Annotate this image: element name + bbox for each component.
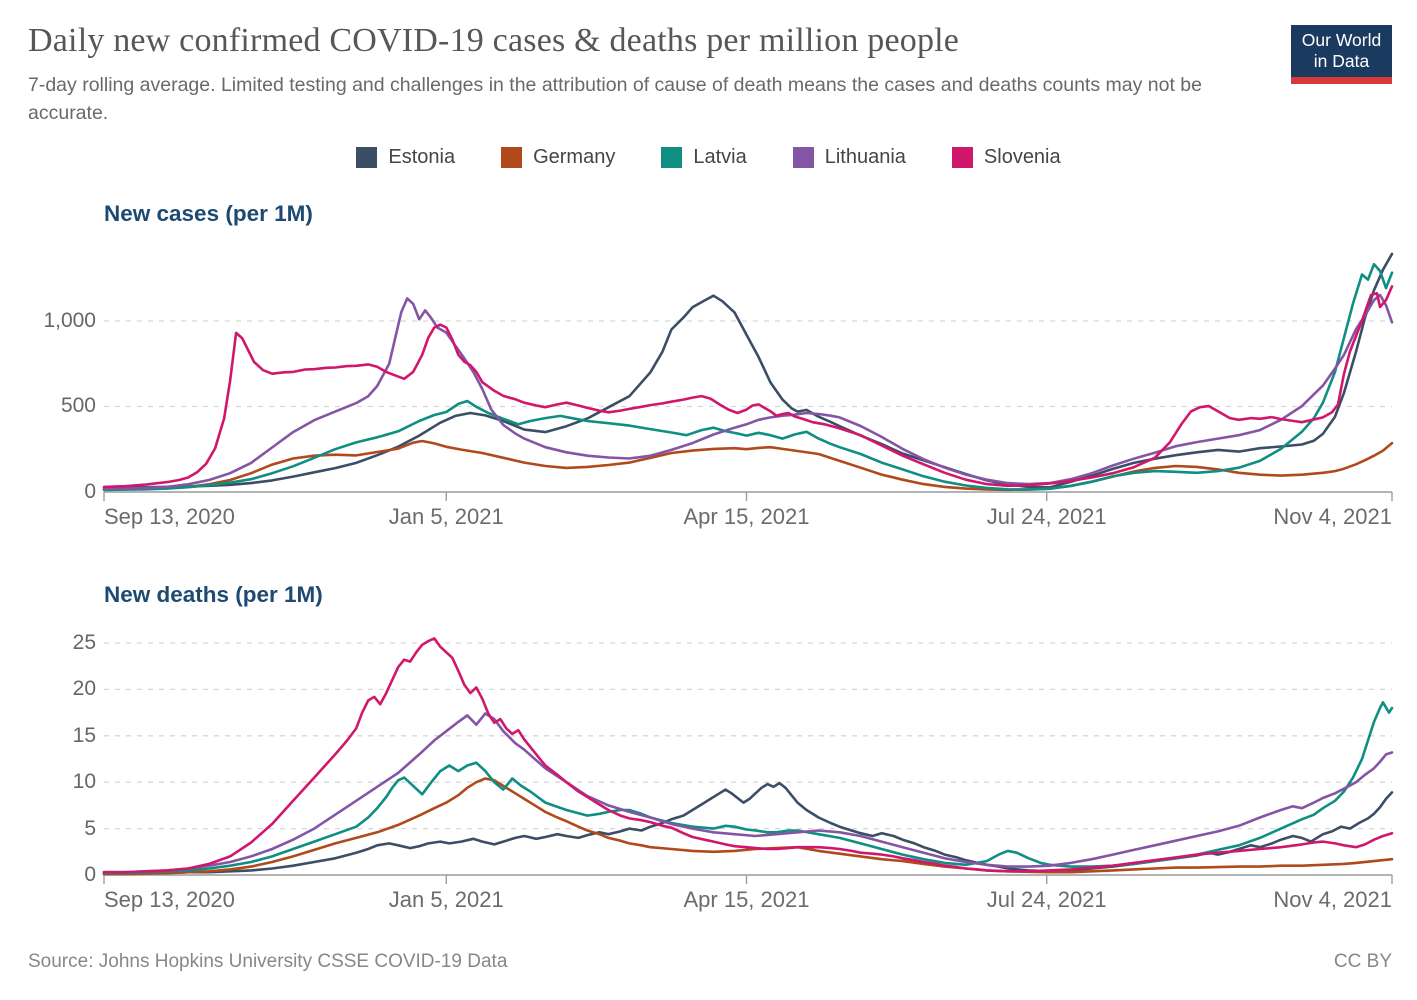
legend-swatch: [501, 147, 523, 168]
series-line-germany[interactable]: [102, 777, 1394, 876]
legend-label: Lithuania: [824, 146, 906, 168]
series-line-lithuania[interactable]: [102, 293, 1394, 491]
x-axis-tick-label: Jul 24, 2021: [986, 887, 1107, 912]
series-line-latvia[interactable]: [102, 262, 1394, 492]
y-axis-tick-label: 0: [84, 480, 96, 503]
x-axis-tick-label: Apr 15, 2021: [683, 887, 810, 912]
series-line-slovenia[interactable]: [102, 285, 1394, 489]
series-line-estonia[interactable]: [102, 252, 1394, 489]
page-title: Daily new confirmed COVID-19 cases & dea…: [28, 22, 960, 59]
y-axis-tick-label: 500: [60, 394, 96, 418]
legend-label: Slovenia: [983, 146, 1061, 168]
plot-area[interactable]: [102, 250, 1398, 506]
y-axis-tick-label: 10: [72, 770, 96, 794]
legend-item-latvia[interactable]: Latvia: [661, 146, 747, 169]
legend-item-estonia[interactable]: Estonia: [356, 146, 455, 169]
legend-label: Estonia: [388, 146, 456, 168]
x-axis-tick-label: Sep 13, 2020: [104, 504, 235, 529]
x-axis-tick-label: Nov 4, 2021: [1273, 887, 1392, 912]
x-axis-tick-label: Jul 24, 2021: [986, 504, 1107, 529]
legend-item-germany[interactable]: Germany: [501, 146, 615, 169]
x-axis-tick-label: Nov 4, 2021: [1273, 504, 1392, 529]
x-axis-tick-label: Jan 5, 2021: [388, 504, 504, 529]
owid-logo-line1: Our World: [1301, 30, 1382, 50]
x-axis-tick-label: Sep 13, 2020: [104, 887, 235, 912]
owid-logo-line2: in Data: [1313, 51, 1370, 71]
y-axis-tick-label: 15: [72, 723, 96, 747]
legend: Estonia Germany Latvia Lithuania Slovenia: [0, 146, 1417, 169]
legend-swatch: [792, 147, 814, 168]
y-axis-tick-label: 25: [72, 631, 96, 654]
series-line-slovenia[interactable]: [102, 637, 1394, 874]
legend-swatch: [951, 147, 973, 168]
series-line-germany[interactable]: [102, 439, 1394, 492]
license-link[interactable]: CC BY: [1333, 951, 1392, 972]
deaths-chart-title: New deaths (per 1M): [104, 582, 323, 607]
y-axis-tick-label: 1,000: [43, 308, 96, 332]
legend-swatch: [661, 147, 683, 168]
page-subtitle: 7-day rolling average. Limited testing a…: [28, 74, 1202, 124]
legend-item-lithuania[interactable]: Lithuania: [792, 146, 906, 169]
legend-label: Germany: [533, 146, 616, 168]
y-axis-tick-label: 20: [72, 677, 96, 701]
series-line-latvia[interactable]: [102, 701, 1394, 875]
cases-chart-title: New cases (per 1M): [104, 201, 313, 226]
plot-area[interactable]: [102, 630, 1398, 889]
source-text: Source: Johns Hopkins University CSSE CO…: [28, 951, 508, 972]
series-line-lithuania[interactable]: [102, 712, 1394, 874]
x-axis-tick-label: Apr 15, 2021: [683, 504, 810, 529]
legend-item-slovenia[interactable]: Slovenia: [951, 146, 1061, 169]
owid-logo: Our World in Data: [1291, 25, 1392, 84]
legend-label: Latvia: [693, 146, 747, 168]
x-axis-tick-label: Jan 5, 2021: [388, 887, 504, 912]
legend-swatch: [356, 147, 378, 168]
y-axis-tick-label: 0: [84, 863, 96, 886]
y-axis-tick-label: 5: [84, 816, 96, 840]
